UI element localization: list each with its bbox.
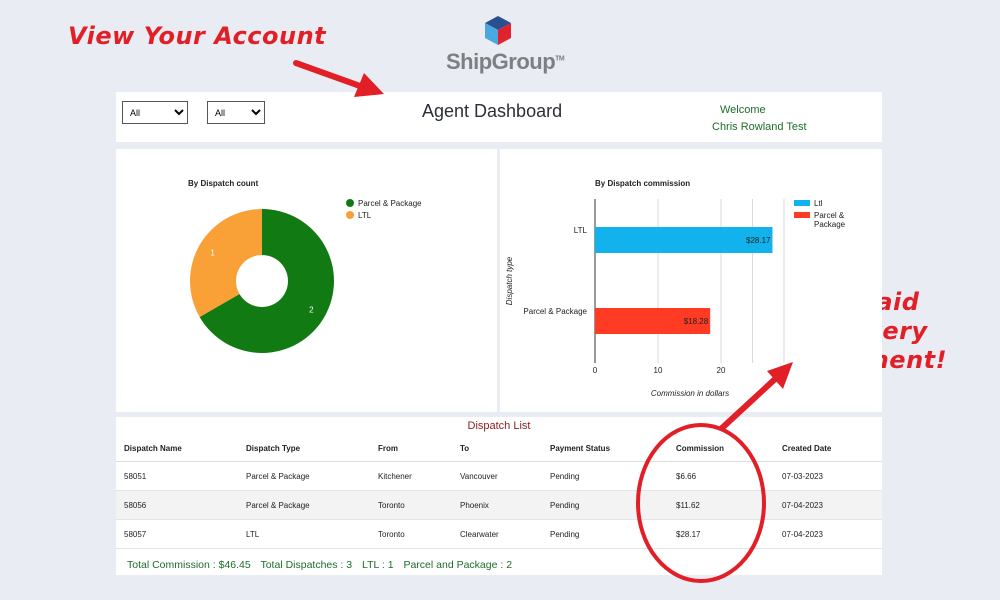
total-commission: Total Commission : $46.45 xyxy=(127,559,251,571)
legend-dot xyxy=(346,199,354,207)
pie-slice xyxy=(190,209,262,317)
dispatch-list-title: Dispatch List xyxy=(467,420,531,432)
table-cell: Parcel & Package xyxy=(238,461,370,491)
table-cell: Pending xyxy=(542,519,668,549)
y-axis-label: Dispatch type xyxy=(505,256,514,305)
table-row[interactable]: 58051 Parcel & Package Kitchener Vancouv… xyxy=(116,461,882,491)
legend-item-ltl[interactable]: LTL xyxy=(346,211,371,220)
promo-view-account-text: View Your Account xyxy=(68,22,327,50)
legend-label: LTL xyxy=(358,211,372,220)
header-panel: All All Agent Dashboard Welcome Chris Ro… xyxy=(116,92,882,142)
x-tick-label: 20 xyxy=(717,366,726,375)
x-tick-label: 10 xyxy=(654,366,663,375)
filter-select-1[interactable]: All xyxy=(122,101,188,124)
dispatch-list-panel: Dispatch List Dispatch Name Dispatch Typ… xyxy=(116,417,882,575)
cube-logo-icon xyxy=(485,16,511,45)
legend-label: Parcel & Package xyxy=(358,199,422,208)
column-header[interactable]: Dispatch Type xyxy=(238,436,370,462)
table-cell: Toronto xyxy=(370,519,452,549)
table-cell: $28.17 xyxy=(668,519,774,549)
legend-swatch xyxy=(794,200,810,206)
legend-label: Parcel & Package xyxy=(814,211,846,229)
x-tick-label: 0 xyxy=(593,366,598,375)
filter-select-2[interactable]: All xyxy=(207,101,265,124)
category-label: LTL xyxy=(574,226,588,235)
legend-dot xyxy=(346,211,354,219)
x-axis-label: Commission in dollars xyxy=(651,389,729,398)
column-header[interactable]: Commission xyxy=(668,436,774,462)
user-name: Chris Rowland Test xyxy=(712,121,807,133)
table-cell: $6.66 xyxy=(668,461,774,491)
legend-item-ltl[interactable]: Ltl xyxy=(794,199,822,208)
slice-label: 2 xyxy=(309,306,314,315)
bar xyxy=(595,227,773,253)
table-cell: Pending xyxy=(542,490,668,520)
column-header[interactable]: Created Date xyxy=(774,436,882,462)
table-cell: Toronto xyxy=(370,490,452,520)
total-parcel: Parcel and Package : 2 xyxy=(403,559,513,571)
column-header[interactable]: Payment Status xyxy=(542,436,668,462)
table-cell: 07-04-2023 xyxy=(774,490,882,520)
table-header-row: Dispatch Name Dispatch Type From To Paym… xyxy=(116,436,882,462)
slice-label: 1 xyxy=(210,249,215,258)
logo-text: ShipGroupTM xyxy=(446,49,565,74)
totals-summary: Total Commission : $46.45 Total Dispatch… xyxy=(127,559,519,571)
column-header[interactable]: To xyxy=(452,436,542,462)
bar-value-label: $28.17 xyxy=(746,236,771,245)
column-header[interactable]: Dispatch Name xyxy=(116,436,238,462)
table-cell: Phoenix xyxy=(452,490,542,520)
legend-item-parcel[interactable]: Parcel & Package xyxy=(346,199,422,208)
bar-chart: 0 10 20 $28.17 LTL $18.28 Parcel & Package Comm… xyxy=(505,199,785,398)
total-ltl: LTL : 1 xyxy=(362,559,394,571)
table-cell: 58056 xyxy=(116,490,238,520)
dispatch-commission-chart-panel: By Dispatch commission 0 10 20 $28.17 LTL $18… xyxy=(500,149,882,412)
chart-title: By Dispatch count xyxy=(188,179,259,188)
table-cell: 58057 xyxy=(116,519,238,549)
table-cell: LTL xyxy=(238,519,370,549)
table-cell: Parcel & Package xyxy=(238,490,370,520)
chart-title: By Dispatch commission xyxy=(595,179,691,188)
pie-slice xyxy=(199,209,334,353)
table-row[interactable]: 58056 Parcel & Package Toronto Phoenix P… xyxy=(116,490,882,520)
donut-chart: 21 xyxy=(190,209,334,353)
column-header[interactable]: From xyxy=(370,436,452,462)
dispatch-table: Dispatch Name Dispatch Type From To Paym… xyxy=(116,436,882,549)
table-row[interactable]: 58057 LTL Toronto Clearwater Pending $28… xyxy=(116,519,882,549)
page-title: Agent Dashboard xyxy=(422,101,563,121)
legend-label: Ltl xyxy=(814,199,823,208)
category-label: Parcel & Package xyxy=(523,307,587,316)
total-dispatches: Total Dispatches : 3 xyxy=(260,559,353,571)
legend-swatch xyxy=(794,212,810,218)
table-cell: 07-03-2023 xyxy=(774,461,882,491)
legend-item-parcel[interactable]: Parcel & Package xyxy=(794,211,856,229)
table-cell: 07-04-2023 xyxy=(774,519,882,549)
table-cell: $11.62 xyxy=(668,490,774,520)
table-cell: Clearwater xyxy=(452,519,542,549)
bar-value-label: $18.28 xyxy=(684,317,709,326)
shipgroup-logo: ShipGroupTM xyxy=(446,15,565,77)
table-cell: Pending xyxy=(542,461,668,491)
table-cell: Kitchener xyxy=(370,461,452,491)
table-cell: 58051 xyxy=(116,461,238,491)
welcome-label: Welcome xyxy=(720,104,766,116)
bar xyxy=(595,308,711,334)
table-cell: Vancouver xyxy=(452,461,542,491)
